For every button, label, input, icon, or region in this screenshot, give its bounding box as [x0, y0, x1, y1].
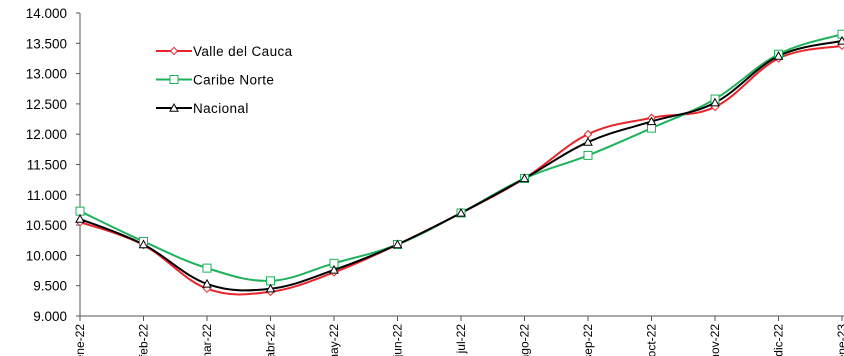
point-nacional — [392, 239, 403, 249]
x-tick-label: oct-22 — [645, 324, 659, 356]
point-valle-del-cauca — [583, 129, 593, 139]
legend-label: Nacional — [193, 101, 249, 116]
y-tick-label: 10.500 — [26, 218, 67, 233]
y-tick-label: 13.000 — [26, 67, 67, 82]
point-nacional — [138, 239, 149, 249]
point-caribe-norte — [837, 29, 844, 39]
x-tick-label: ago-22 — [518, 324, 532, 356]
point-nacional — [329, 264, 339, 274]
x-tick-label: sep-22 — [581, 324, 595, 356]
x-axis-ticks: ene-22 feb-22 mar-22 abr-22 may-22 jun-22 jul-… — [73, 316, 844, 356]
point-nacional — [773, 50, 784, 60]
point-nacional — [519, 173, 530, 183]
x-tick-label: ene-23 — [835, 324, 844, 356]
y-tick-label: 12.500 — [26, 97, 67, 112]
point-nacional — [646, 116, 657, 126]
x-tick-label: mar-22 — [200, 324, 214, 356]
y-tick-label: 11.500 — [27, 158, 67, 173]
point-nacional — [583, 137, 593, 146]
x-tick-label: dic-22 — [772, 324, 786, 356]
x-tick-label: jul-22 — [454, 324, 468, 355]
y-tick-label: 14.000 — [26, 6, 67, 21]
x-tick-label: ene-22 — [73, 324, 87, 356]
legend-item-valle-del-cauca: Valle del Cauca — [156, 44, 293, 59]
point-nacional — [837, 35, 844, 45]
point-caribe-norte — [647, 123, 656, 133]
point-nacional — [456, 207, 466, 217]
x-tick-label: abr-22 — [264, 324, 278, 356]
y-tick-label: 12.000 — [26, 127, 67, 142]
legend-item-nacional: Nacional — [156, 101, 249, 116]
legend-marker — [169, 102, 179, 112]
y-tick-label: 13.500 — [26, 36, 67, 51]
x-tick-label: feb-22 — [137, 324, 151, 356]
point-caribe-norte — [202, 263, 212, 273]
series-line-caribe-norte — [79, 33, 843, 282]
y-tick-label: 9.500 — [33, 279, 67, 294]
y-tick-label: 10.000 — [26, 248, 67, 263]
x-tick-label: jun-22 — [391, 324, 405, 356]
legend-label: Valle del Cauca — [193, 44, 293, 59]
legend-item-caribe-norte: Caribe Norte — [156, 73, 274, 88]
series-markers — [75, 29, 844, 297]
point-caribe-norte — [583, 150, 593, 160]
point-nacional — [75, 214, 85, 223]
x-tick-label: nov-22 — [708, 324, 722, 356]
point-nacional — [710, 97, 720, 107]
point-nacional — [265, 283, 276, 293]
legend-marker — [169, 46, 179, 56]
legend-marker — [169, 75, 179, 84]
legend: Valle del Cauca Caribe Norte Nacional — [156, 44, 293, 116]
x-tick-label: may-22 — [327, 324, 341, 356]
y-tick-label: 11.000 — [27, 188, 67, 203]
point-caribe-norte — [75, 206, 85, 216]
y-axis-ticks: 9.000 9.500 10.000 10.500 11.000 11.500 12.000… — [26, 6, 80, 324]
point-caribe-norte — [266, 276, 275, 286]
point-nacional — [202, 278, 212, 288]
legend-label: Caribe Norte — [193, 73, 274, 88]
y-tick-label: 9.000 — [33, 309, 67, 324]
